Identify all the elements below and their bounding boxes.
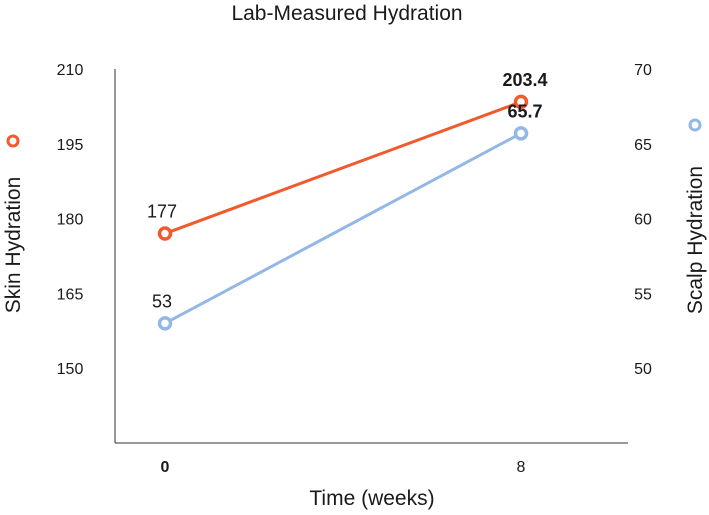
y-left-tick-label: 210 <box>57 62 84 79</box>
data-label: 65.7 <box>507 101 542 121</box>
data-label: 203.4 <box>502 70 547 90</box>
series-line <box>164 132 522 325</box>
y-left-axis-title: Skin Hydration <box>2 177 25 314</box>
y-right-tick-label: 55 <box>634 286 652 303</box>
y-left-tick-label: 180 <box>57 212 84 229</box>
y-right-tick-label: 70 <box>634 62 652 79</box>
x-tick-label: 8 <box>517 459 526 476</box>
data-point <box>513 94 529 110</box>
skin-hydration-legend-marker <box>6 134 20 148</box>
data-point <box>513 126 529 141</box>
data-point <box>157 316 173 331</box>
right-axis-title-group: Scalp Hydration <box>684 118 707 314</box>
y-left-tick-label: 165 <box>57 286 84 303</box>
y-right-axis-title: Scalp Hydration <box>684 166 707 314</box>
right-axis-ticks: 70 65 60 55 50 <box>634 62 652 378</box>
left-axis-title-group: Skin Hydration <box>2 134 25 314</box>
data-label: 53 <box>152 291 172 311</box>
left-axis-ticks: 210 195 180 165 150 <box>57 62 84 378</box>
scalp-hydration-legend-marker <box>688 118 702 132</box>
y-left-tick-label: 195 <box>57 137 84 154</box>
y-right-tick-label: 65 <box>634 137 652 154</box>
series-group: 177 203.4 53 65.7 <box>147 70 548 331</box>
series-line <box>164 100 522 235</box>
data-point <box>157 226 173 241</box>
data-label: 177 <box>147 202 177 222</box>
x-axis-title: Time (weeks) <box>309 487 434 510</box>
y-left-tick-label: 150 <box>57 361 84 378</box>
y-right-tick-label: 50 <box>634 361 652 378</box>
x-tick-label: 0 <box>161 459 170 476</box>
chart-title: Lab-Measured Hydration <box>231 2 462 25</box>
y-right-tick-label: 60 <box>634 212 652 229</box>
